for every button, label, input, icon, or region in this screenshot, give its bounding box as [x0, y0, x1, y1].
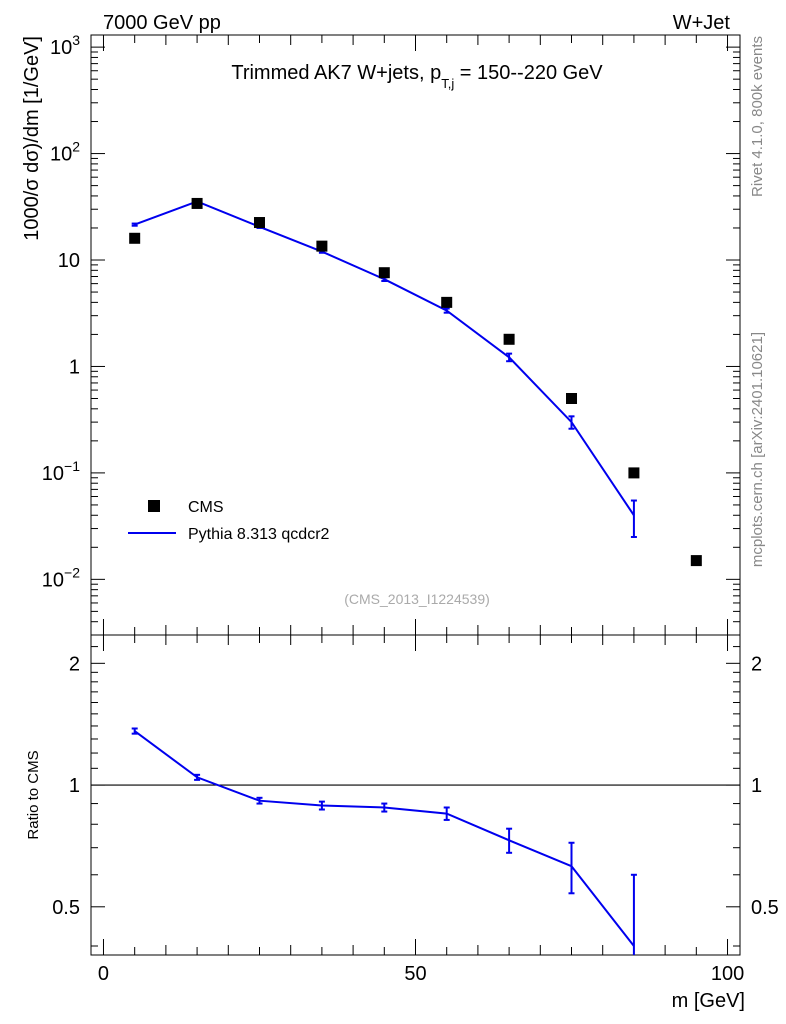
ratio-y-tick-label-right: 0.5 — [751, 897, 779, 919]
ratio-y-label: Ratio to CMS — [25, 750, 42, 839]
analysis-watermark: (CMS_2013_I1224539) — [344, 591, 490, 607]
cms-point — [503, 333, 515, 345]
ratio-panel-frame — [90, 634, 741, 956]
main-series — [129, 197, 702, 567]
x-tick-label: 50 — [404, 963, 426, 985]
main-y-label: 1000/σ dσ)/dm [1/GeV] — [21, 36, 43, 241]
cms-point — [378, 267, 390, 279]
ratio-y-tick-label-right: 1 — [751, 775, 762, 797]
legend-label-pythia: Pythia 8.313 qcdcr2 — [188, 526, 330, 543]
cms-point — [441, 296, 453, 308]
main-y-tick-label: 10 — [58, 250, 80, 272]
ratio-line — [134, 730, 635, 947]
main-y-tick-label: 103 — [50, 32, 80, 59]
pythia-line — [134, 200, 635, 516]
x-tick-label: 0 — [98, 963, 109, 985]
ratio-y-tick-label-left: 0.5 — [52, 897, 80, 919]
cms-point — [566, 392, 578, 404]
legend: CMS Pythia 8.313 qcdcr2 — [128, 499, 330, 543]
x-axis-label: m [GeV] — [672, 990, 745, 1012]
cms-point — [129, 232, 141, 244]
ratio-y-tick-label-left: 1 — [69, 775, 80, 797]
main-y-tick-label: 10−1 — [42, 458, 80, 485]
x-ticks: 0 50 100 — [98, 35, 744, 985]
cms-point — [253, 217, 265, 229]
cms-point — [316, 240, 328, 252]
legend-label-cms: CMS — [188, 499, 224, 516]
cms-point — [191, 197, 203, 209]
main-y-tick-label: 102 — [50, 139, 80, 166]
header-left: 7000 GeV pp — [103, 12, 221, 34]
main-y-tick-label: 1 — [69, 356, 80, 378]
x-tick-label: 100 — [711, 963, 744, 985]
ratio-series — [131, 727, 637, 955]
ratio-y-tick-label-left: 2 — [69, 653, 80, 675]
header-right: W+Jet — [673, 12, 731, 34]
mcplots-label: mcplots.cern.ch [arXiv:2401.10621] — [749, 332, 766, 567]
main-y-tick-label: 10−2 — [42, 564, 80, 591]
ratio-y-ticks: 2 2 1 1 0.5 0.5 — [52, 646, 779, 947]
cms-point — [690, 555, 702, 567]
main-panel-frame — [90, 34, 741, 636]
ratio-y-tick-label-right: 2 — [751, 653, 762, 675]
cms-point — [628, 467, 640, 479]
legend-marker-cms — [148, 500, 160, 512]
main-title: Trimmed AK7 W+jets, pT,j = 150--220 GeV — [231, 62, 603, 91]
rivet-label: Rivet 4.1.0, 800k events — [749, 36, 766, 197]
